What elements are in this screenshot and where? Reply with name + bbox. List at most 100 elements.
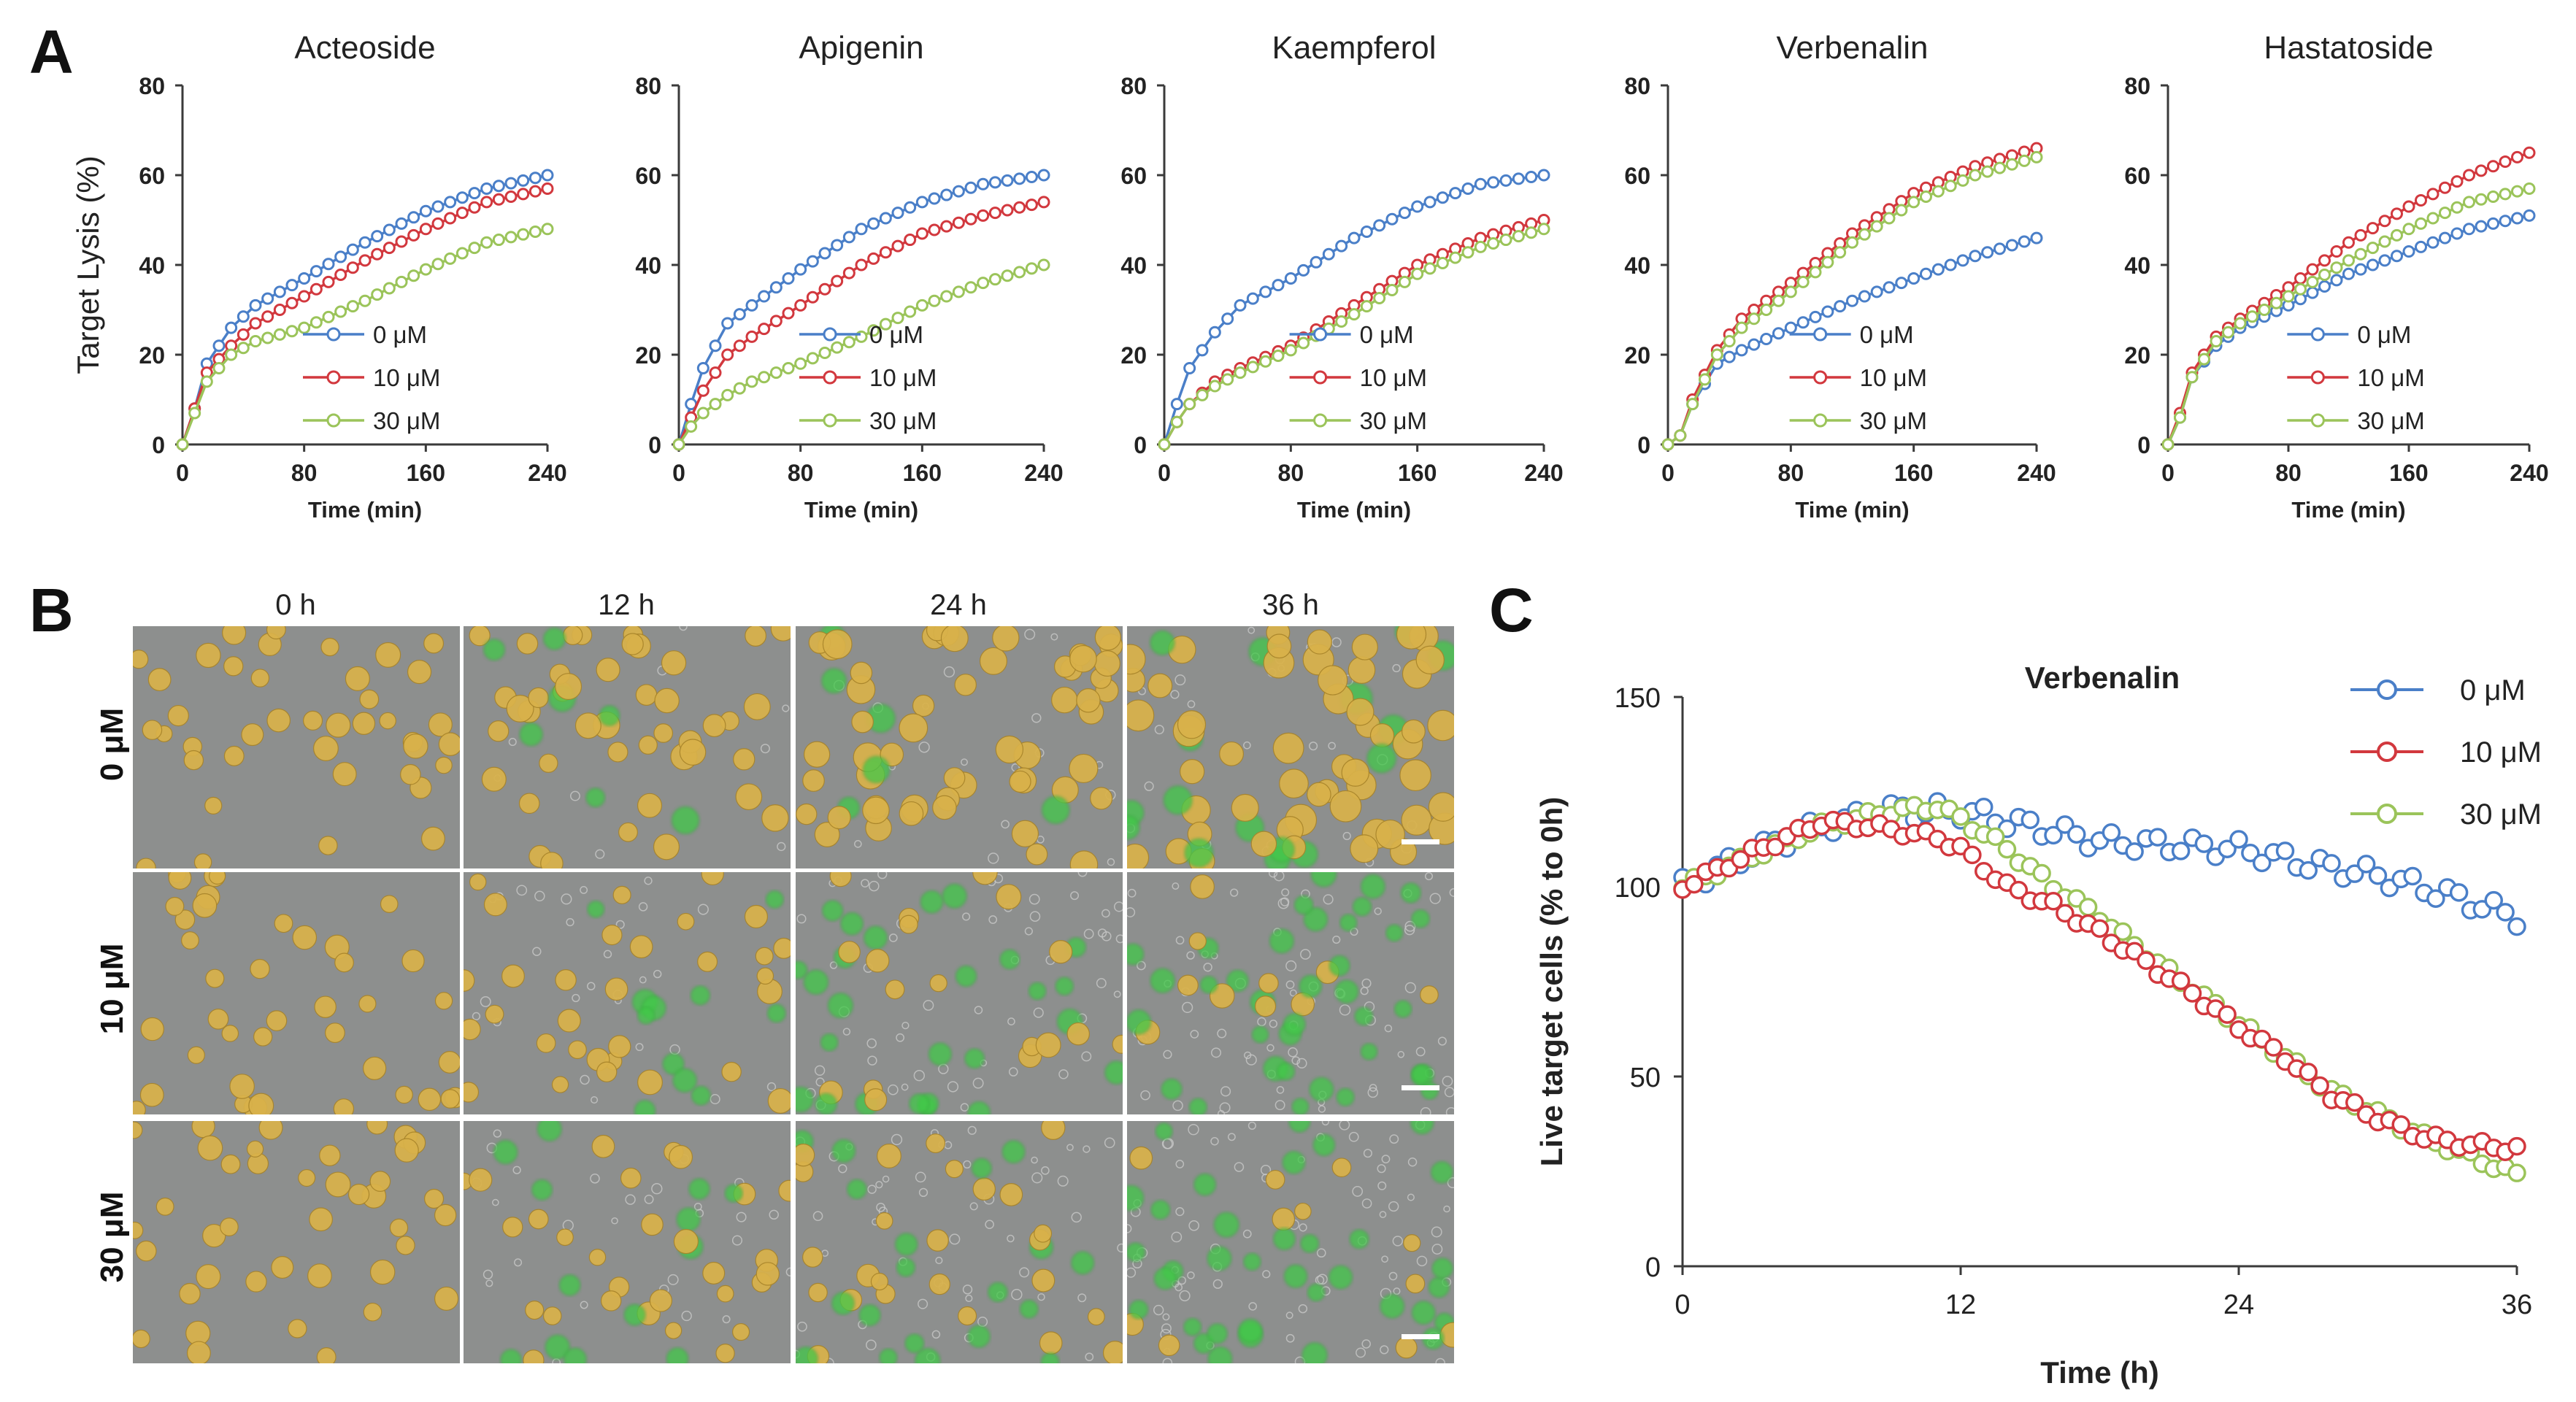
live-cell	[191, 1121, 215, 1139]
data-point	[2330, 261, 2343, 274]
debris-particle	[611, 1217, 618, 1225]
data-point	[1956, 174, 1969, 187]
dying-cell	[1329, 955, 1350, 977]
debris-particle	[1435, 1357, 1445, 1363]
chart-apigenin: Apigenin 0 20 40 60 80 0 80 160 240 Time (min) 0 μM…	[635, 30, 1063, 523]
debris-particle	[638, 902, 648, 912]
live-cell	[366, 1121, 388, 1135]
live-cell	[673, 1228, 699, 1255]
data-point	[1723, 335, 1736, 348]
dying-cell	[831, 1292, 855, 1315]
dying-cell	[1411, 909, 1430, 928]
debris-particle	[1415, 1047, 1426, 1057]
debris-particle	[516, 885, 528, 896]
debris-particle	[1210, 1137, 1219, 1146]
live-cell	[827, 806, 851, 830]
live-cell	[345, 666, 370, 691]
data-point	[2367, 222, 2379, 235]
debris-particle	[1257, 1017, 1266, 1027]
live-cell	[604, 977, 628, 1001]
y-tick-label: 20	[635, 342, 661, 369]
live-cell	[1069, 644, 1097, 673]
debris-particle	[931, 1330, 941, 1339]
live-cell	[133, 1221, 144, 1239]
live-cell	[400, 763, 421, 785]
data-point	[769, 281, 783, 294]
debris-particle	[572, 993, 580, 1003]
debris-particle	[1404, 920, 1416, 932]
data-point	[1699, 373, 1711, 386]
data-point	[1760, 304, 1773, 316]
data-point	[261, 310, 274, 323]
dying-cell	[1273, 1228, 1296, 1250]
data-point	[964, 212, 977, 226]
debris-particle	[1309, 742, 1318, 751]
dying-cell	[765, 890, 784, 909]
debris-particle	[901, 1021, 910, 1030]
data-point	[879, 212, 892, 225]
live-cell	[999, 1183, 1023, 1206]
debris-particle	[1188, 1220, 1199, 1231]
live-cell	[641, 1213, 664, 1236]
debris-particle	[639, 976, 647, 984]
data-point	[237, 328, 250, 341]
data-point	[1772, 327, 1785, 340]
live-cell	[542, 1306, 562, 1325]
data-point	[782, 361, 795, 374]
legend-label: 30 μM	[2357, 407, 2424, 434]
live-cell	[309, 1207, 333, 1232]
debris-particle	[1212, 1279, 1223, 1289]
debris-particle	[815, 1077, 825, 1087]
live-cell	[972, 872, 998, 885]
live-cell	[637, 793, 663, 818]
data-point	[2463, 196, 2475, 209]
live-cell	[488, 720, 510, 742]
debris-particle	[1211, 1047, 1222, 1058]
x-tick-label: 240	[528, 460, 566, 486]
debris-particle	[482, 1269, 493, 1279]
data-point	[1297, 336, 1310, 350]
data-point	[964, 281, 977, 294]
data-point	[225, 321, 238, 334]
data-point	[2415, 240, 2427, 253]
live-cell	[358, 995, 377, 1013]
data-point	[1870, 220, 1883, 233]
data-point	[541, 182, 554, 195]
live-cell	[540, 852, 564, 868]
debris-particle	[972, 1077, 984, 1089]
debris-particle	[888, 1084, 899, 1095]
data-point	[455, 191, 469, 204]
data-point	[444, 212, 457, 225]
data-point	[806, 255, 819, 268]
data-point	[1436, 191, 1449, 204]
legend-marker	[823, 327, 837, 342]
live-cell	[664, 1322, 683, 1339]
data-point	[1858, 228, 1871, 241]
live-cell	[926, 1133, 946, 1154]
live-cell	[635, 684, 658, 706]
data-point	[831, 274, 844, 288]
live-cell	[220, 1154, 241, 1174]
debris-particle	[875, 1181, 883, 1189]
live-cell	[755, 947, 774, 966]
debris-particle	[1234, 1162, 1245, 1172]
dying-cell	[1238, 1318, 1263, 1343]
debris-particle	[1363, 1149, 1372, 1158]
data-point	[2511, 185, 2523, 198]
live-cell	[423, 633, 445, 654]
live-cell	[1026, 843, 1048, 866]
data-point	[1001, 204, 1014, 217]
data-point	[988, 176, 1001, 189]
data-point	[1735, 344, 1748, 357]
debris-particle	[947, 1081, 959, 1093]
row-label-30uM: 30 μM	[94, 1192, 130, 1283]
data-point	[904, 201, 917, 214]
debris-particle	[842, 1028, 851, 1036]
dying-cell	[1199, 976, 1218, 994]
debris-particle	[1288, 1047, 1298, 1058]
data-point	[721, 388, 734, 401]
dying-cell	[863, 755, 891, 784]
x-tick-label: 0	[2161, 460, 2175, 486]
debris-particle	[1242, 1229, 1252, 1239]
data-point	[1170, 415, 1183, 428]
